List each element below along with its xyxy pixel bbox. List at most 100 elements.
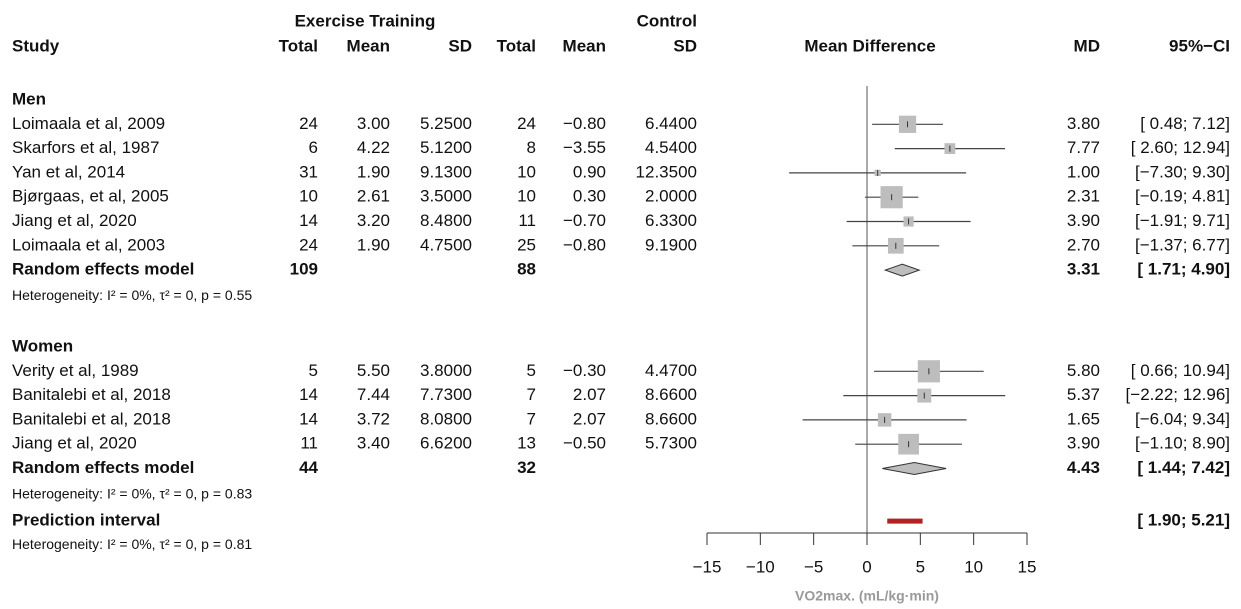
model-label: Random effects model — [12, 458, 194, 477]
header-column: Mean — [347, 36, 390, 55]
ci-label: [−7.30; 9.30] — [1135, 162, 1230, 181]
table-cell: 12.3500 — [636, 162, 697, 181]
table-cell: 5.7300 — [645, 434, 697, 453]
table-cell: 3.40 — [357, 434, 390, 453]
table-cell: 4.22 — [357, 138, 390, 157]
group-name: Women — [12, 336, 73, 355]
table-cell: 3.20 — [357, 211, 390, 230]
table-cell: 4.4700 — [645, 361, 697, 380]
table-cell: 8.0800 — [420, 409, 472, 428]
table-cell: 24 — [517, 114, 536, 133]
header-experimental: Exercise Training — [295, 11, 436, 30]
ci-label: [ 0.66; 10.94] — [1131, 361, 1230, 380]
ci-label: [ 1.71; 4.90] — [1137, 260, 1230, 279]
ci-label: [ 2.60; 12.94] — [1131, 138, 1230, 157]
table-cell: 7 — [527, 385, 536, 404]
table-cell: 11 — [300, 434, 318, 453]
ci-label: [−6.04; 9.34] — [1135, 409, 1230, 428]
heterogeneity: Heterogeneity: I² = 0%, τ² = 0, p = 0.83 — [12, 486, 252, 502]
x-tick-label: 5 — [916, 557, 925, 576]
table-cell: 5 — [527, 361, 536, 380]
ci-label: [ 1.44; 7.42] — [1137, 458, 1230, 477]
x-tick-label: −10 — [746, 557, 775, 576]
md-label: 1.00 — [1067, 162, 1100, 181]
md-label: 3.90 — [1067, 211, 1100, 230]
table-cell: 6.3300 — [645, 211, 697, 230]
table-cell: 7.44 — [357, 385, 390, 404]
md-label: 5.37 — [1067, 385, 1100, 404]
study-name: Jiang et al, 2020 — [12, 211, 137, 230]
ci-label: [ 0.48; 7.12] — [1140, 114, 1230, 133]
table-cell: 2.61 — [357, 187, 390, 206]
table-cell: 24 — [299, 114, 318, 133]
table-cell: 10 — [517, 187, 536, 206]
table-cell: 8.6600 — [645, 385, 697, 404]
table-cell: 3.8000 — [420, 361, 472, 380]
header-effect: Mean Difference — [804, 36, 935, 55]
summary-diamond — [882, 461, 947, 476]
table-cell: 14 — [299, 409, 318, 428]
table-cell: 6 — [309, 138, 318, 157]
table-cell: −0.80 — [563, 235, 606, 254]
model-total: 32 — [517, 458, 536, 477]
x-tick-label: −15 — [693, 557, 722, 576]
prediction-label: Prediction interval — [12, 511, 160, 530]
table-cell: 13 — [517, 434, 536, 453]
x-tick-label: 10 — [964, 557, 983, 576]
study-name: Loimaala et al, 2003 — [12, 235, 165, 254]
x-tick-label: 0 — [862, 557, 871, 576]
heterogeneity: Heterogeneity: I² = 0%, τ² = 0, p = 0.55 — [12, 287, 252, 303]
md-label: 7.77 — [1067, 138, 1100, 157]
header-column: Total — [279, 36, 318, 55]
table-cell: 7 — [527, 409, 536, 428]
md-label: 2.31 — [1067, 187, 1100, 206]
model-label: Random effects model — [12, 260, 194, 279]
study-name: Yan et al, 2014 — [12, 162, 125, 181]
table-cell: 25 — [517, 235, 536, 254]
heterogeneity: Heterogeneity: I² = 0%, τ² = 0, p = 0.81 — [12, 536, 252, 552]
header-md: MD — [1074, 36, 1100, 55]
header-column: Total — [497, 36, 536, 55]
header-column: SD — [448, 36, 472, 55]
study-name: Loimaala et al, 2009 — [12, 114, 165, 133]
table-cell: 5.50 — [357, 361, 390, 380]
table-cell: 14 — [299, 211, 318, 230]
md-label: 5.80 — [1067, 361, 1100, 380]
table-cell: 2.0000 — [645, 187, 697, 206]
table-cell: 1.90 — [357, 235, 390, 254]
table-cell: 1.90 — [357, 162, 390, 181]
table-cell: 7.7300 — [420, 385, 472, 404]
study-name: Jiang et al, 2020 — [12, 434, 137, 453]
study-name: Banitalebi et al, 2018 — [12, 385, 171, 404]
header-control: Control — [637, 11, 697, 30]
model-total: 109 — [290, 260, 318, 279]
md-label: 2.70 — [1067, 235, 1100, 254]
table-cell: 31 — [299, 162, 318, 181]
model-total: 44 — [299, 458, 318, 477]
study-name: Banitalebi et al, 2018 — [12, 409, 171, 428]
table-cell: 3.00 — [357, 114, 390, 133]
table-cell: 0.90 — [573, 162, 606, 181]
prediction-bar — [887, 518, 923, 524]
table-cell: 6.6200 — [420, 434, 472, 453]
table-cell: −0.70 — [563, 211, 606, 230]
table-cell: 10 — [299, 187, 318, 206]
md-label: 4.43 — [1067, 458, 1100, 477]
md-label: 3.90 — [1067, 434, 1100, 453]
model-total: 88 — [517, 260, 536, 279]
summary-diamond — [883, 263, 921, 277]
md-label: 3.31 — [1067, 260, 1100, 279]
ci-label: [ 1.90; 5.21] — [1137, 511, 1230, 530]
table-cell: 2.07 — [573, 385, 606, 404]
ci-label: [−2.22; 12.96] — [1126, 385, 1230, 404]
table-cell: 8.4800 — [420, 211, 472, 230]
table-cell: 5 — [309, 361, 318, 380]
table-cell: 14 — [299, 385, 318, 404]
table-cell: 11 — [518, 211, 536, 230]
table-cell: 9.1900 — [645, 235, 697, 254]
table-cell: 8 — [527, 138, 536, 157]
table-cell: 10 — [517, 162, 536, 181]
table-cell: 3.5000 — [420, 187, 472, 206]
